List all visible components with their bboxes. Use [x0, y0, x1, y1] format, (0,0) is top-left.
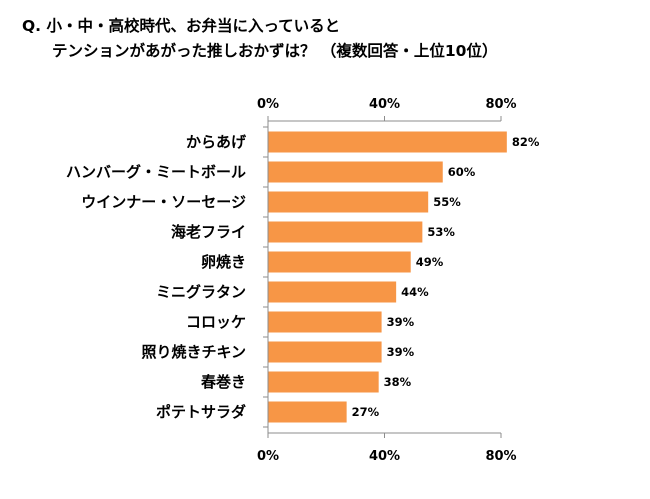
tick-label-bottom: 0%: [257, 449, 279, 464]
bar: [268, 371, 379, 393]
category-label: ウインナー・ソーセージ: [81, 193, 246, 211]
value-label: 82%: [512, 135, 540, 149]
category-label: ポテトサラダ: [156, 403, 246, 421]
category-label: 照り焼きチキン: [141, 343, 246, 361]
bar: [268, 191, 429, 213]
value-label: 38%: [384, 375, 412, 389]
bar: [268, 161, 443, 183]
value-label: 53%: [427, 225, 455, 239]
tick-label-bottom: 80%: [485, 449, 516, 464]
bar: [268, 221, 423, 243]
tick-label-bottom: 40%: [369, 449, 400, 464]
category-label: コロッケ: [186, 313, 246, 331]
value-label: 49%: [416, 255, 444, 269]
category-label: ハンバーグ・ミートボール: [66, 163, 246, 181]
value-label: 55%: [433, 195, 461, 209]
category-label: 卵焼き: [201, 253, 246, 271]
value-label: 60%: [448, 165, 476, 179]
tick-label-top: 0%: [257, 97, 279, 112]
tick-label-top: 40%: [369, 97, 400, 112]
value-label: 39%: [387, 315, 415, 329]
bar: [268, 251, 411, 273]
category-label: 春巻き: [201, 373, 246, 391]
title-line-1: Q. 小・中・高校時代、お弁当に入っていると: [22, 17, 341, 35]
bar: [268, 281, 397, 303]
chart-title: Q. 小・中・高校時代、お弁当に入っていると テンションがあがった推しおかずは？…: [22, 14, 497, 64]
title-line-2: テンションがあがった推しおかずは？ （複数回答・上位10位）: [52, 42, 498, 60]
tick-label-top: 80%: [485, 97, 516, 112]
bar: [268, 311, 382, 333]
bar: [268, 131, 507, 153]
value-label: 27%: [352, 405, 380, 419]
value-label: 39%: [387, 345, 415, 359]
category-label: ミニグラタン: [156, 283, 246, 301]
value-label: 44%: [401, 285, 429, 299]
category-label: からあげ: [186, 133, 247, 151]
bar: [268, 341, 382, 363]
category-label: 海老フライ: [171, 223, 246, 241]
bar: [268, 401, 347, 423]
